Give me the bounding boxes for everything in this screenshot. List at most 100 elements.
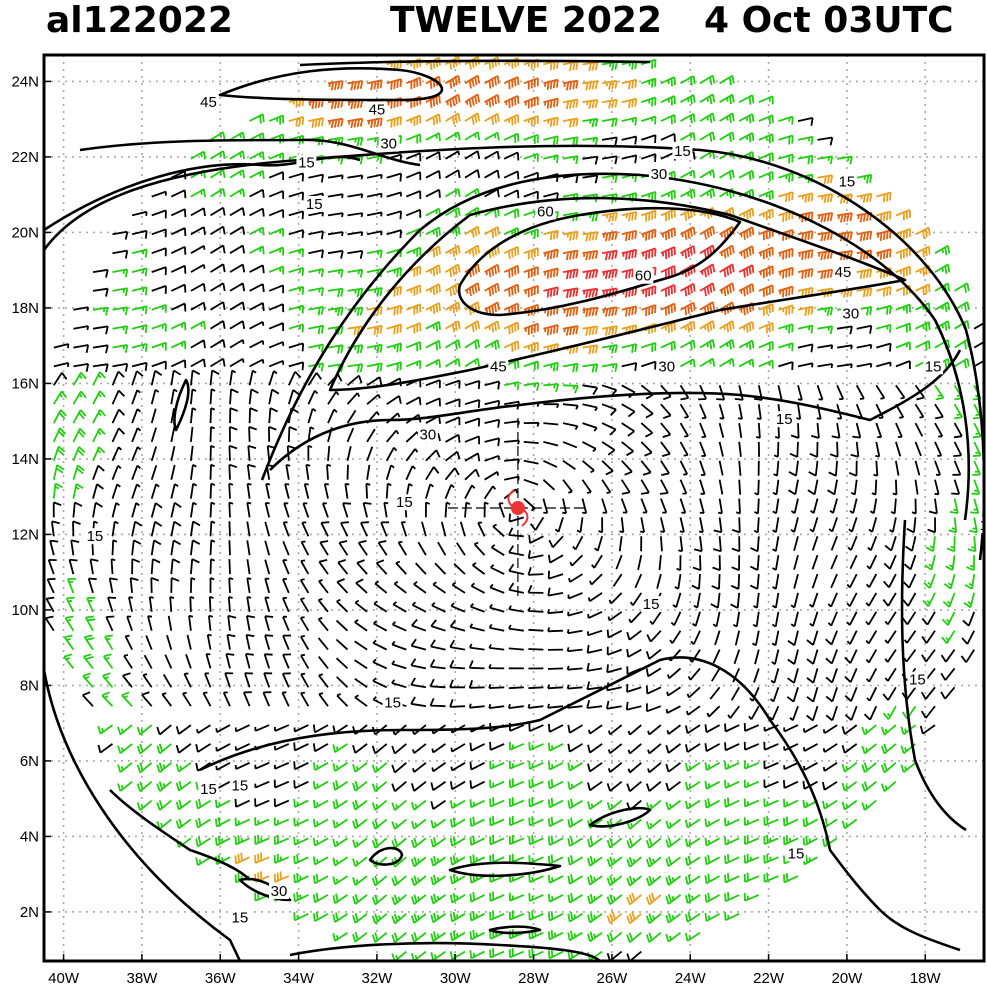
wind-barb (601, 403, 617, 417)
wind-barb (92, 325, 109, 335)
wind-barb (164, 654, 173, 669)
wind-barb (352, 894, 368, 905)
wind-barb (97, 743, 114, 754)
wind-barb (895, 441, 902, 457)
wind-barb (562, 460, 576, 470)
wind-barb (214, 816, 231, 828)
wind-barb (924, 554, 936, 571)
wind-barb (354, 619, 368, 632)
wind-barb (884, 536, 897, 552)
wind-barb (249, 283, 265, 293)
wind-barb (391, 799, 407, 811)
wind-barb (621, 403, 636, 418)
wind-barb (111, 370, 125, 386)
wind-barb (699, 339, 716, 350)
wind-barb (587, 743, 603, 754)
wind-barb (562, 136, 579, 146)
wind-barb (582, 117, 599, 128)
wind-barb (841, 762, 858, 773)
wind-barb (873, 460, 879, 477)
wind-barb (503, 208, 520, 219)
wind-barb (268, 341, 285, 349)
wind-barb (768, 705, 780, 721)
wind-barb (425, 483, 434, 499)
wind-barb (268, 370, 278, 386)
wind-barb (587, 837, 603, 848)
wind-barb (783, 816, 799, 827)
wind-barb (101, 691, 114, 707)
wind-barb (170, 427, 176, 443)
wind-barb (660, 76, 676, 87)
wind-barb (352, 743, 368, 754)
wind-barb (489, 835, 505, 846)
contour-15kt-south-band (289, 941, 601, 961)
wind-barb (665, 875, 682, 886)
wind-barb (228, 426, 238, 442)
wind-barb (547, 554, 564, 564)
wind-barb (737, 404, 743, 420)
wind-barb (72, 483, 84, 499)
wind-barb (425, 358, 441, 368)
wind-barb (724, 817, 740, 827)
wind-barb (685, 818, 701, 829)
wind-barb (229, 407, 239, 424)
wind-barb (92, 409, 106, 424)
wind-barb (405, 208, 422, 218)
wind-barb (488, 703, 505, 709)
wind-barb (680, 226, 696, 240)
wind-barb (915, 302, 931, 313)
wind-barb (562, 117, 579, 128)
wind-barb (901, 611, 917, 626)
wind-barb (915, 226, 931, 239)
wind-barb (680, 188, 696, 199)
wind-barb (175, 762, 192, 773)
wind-barb (303, 483, 310, 499)
wind-barb (685, 724, 701, 735)
wind-barb (753, 592, 760, 609)
wind-barb (915, 340, 931, 351)
wind-barb (621, 192, 638, 202)
wind-barb (214, 835, 231, 847)
wind-barb (445, 150, 460, 160)
wind-barb (680, 131, 696, 141)
wind-barb (293, 742, 309, 752)
wind-barb (825, 668, 838, 684)
wind-barb (889, 517, 897, 533)
wind-barb (464, 244, 481, 257)
wind-barb (209, 482, 216, 499)
wind-barb (828, 517, 838, 533)
wind-barb (641, 228, 657, 241)
wind-barb (386, 116, 402, 128)
wind-barb (587, 893, 603, 905)
wind-barb (53, 343, 70, 349)
wind-barb (621, 135, 638, 145)
wind-barb (699, 441, 707, 457)
wind-barb (111, 389, 125, 405)
wind-barb (699, 244, 716, 259)
wind-barb (890, 498, 897, 515)
wind-barb (449, 639, 466, 651)
wind-barb (968, 517, 978, 534)
wind-barb (170, 189, 187, 199)
wind-barb (246, 540, 251, 556)
storm-center-dot (510, 501, 525, 515)
wind-barb (89, 558, 99, 575)
wind-barb (503, 245, 520, 259)
wind-barb (749, 574, 760, 590)
wind-barb (383, 501, 389, 518)
wind-barb (264, 596, 271, 613)
wind-barb (911, 498, 917, 515)
wind-barb (586, 699, 603, 709)
wind-barb (190, 320, 206, 330)
wind-barb (299, 616, 310, 632)
wind-barb (112, 325, 129, 335)
wind-barb (372, 677, 388, 689)
wind-barb (445, 263, 461, 278)
contour-45kt-band (328, 196, 907, 392)
wind-barb (293, 912, 309, 922)
wind-barb (318, 559, 329, 575)
wind-barb (562, 441, 578, 449)
wind-barb (601, 325, 618, 336)
wind-barb (332, 818, 348, 829)
wind-barb (229, 369, 237, 386)
